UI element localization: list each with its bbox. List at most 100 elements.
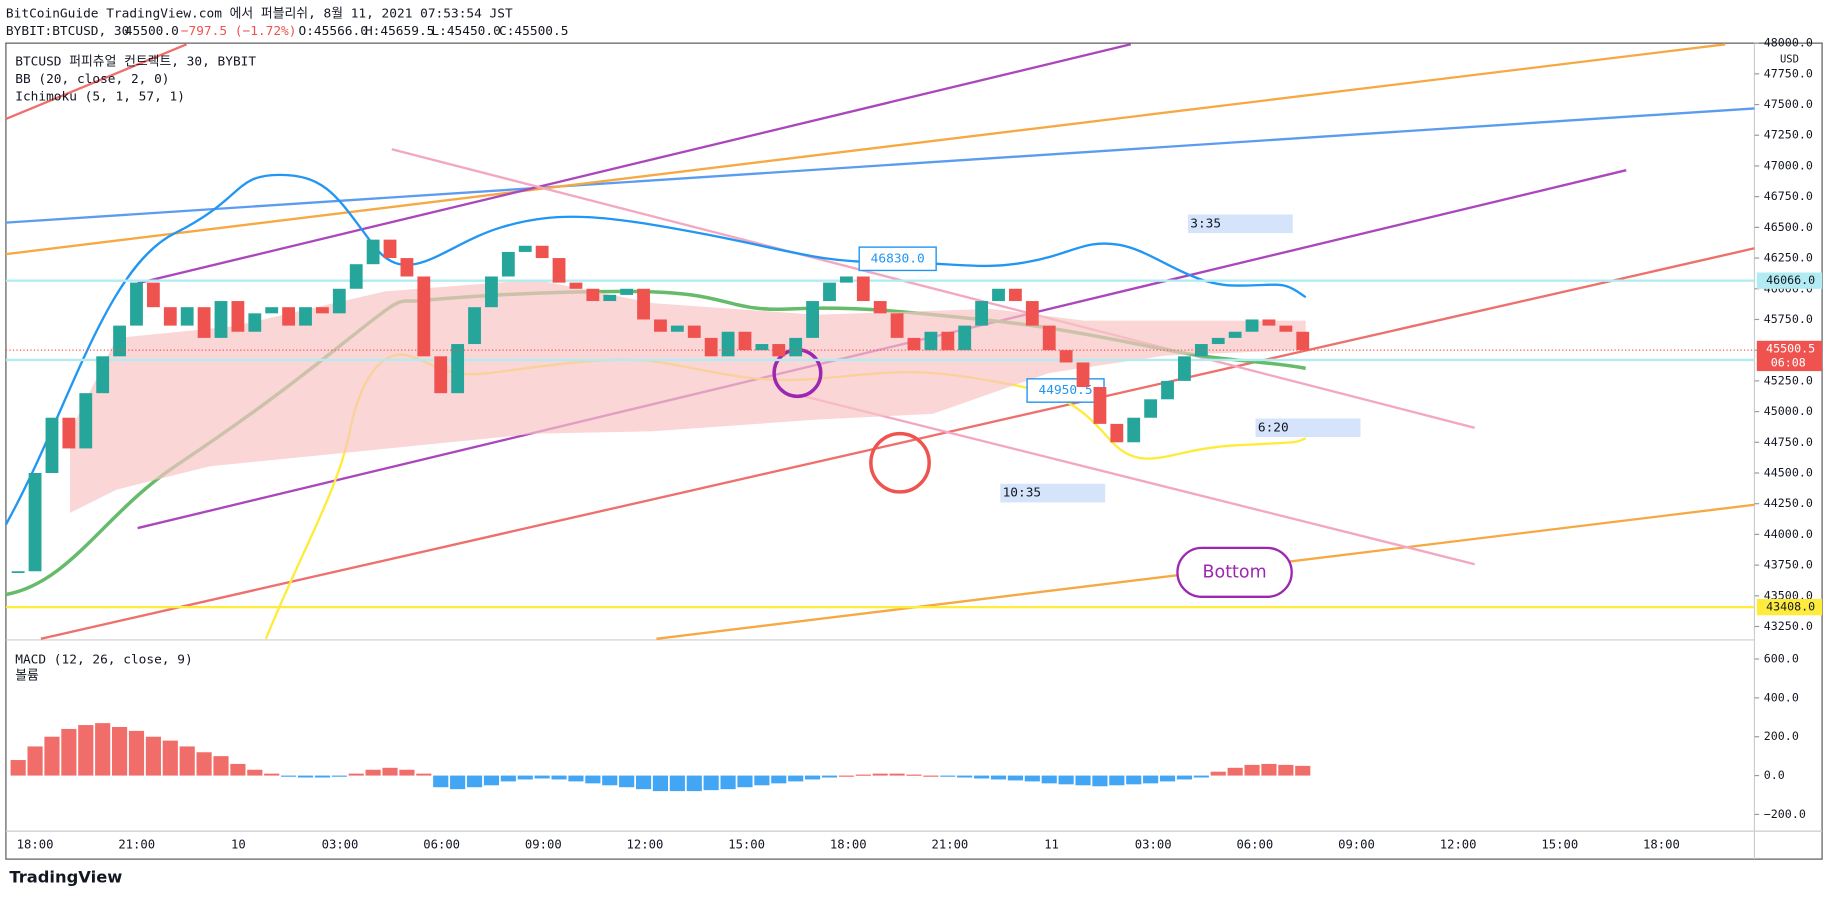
macd-bar bbox=[551, 775, 567, 780]
macd-bar bbox=[1075, 775, 1091, 786]
macd-bar bbox=[95, 723, 111, 776]
candle-body bbox=[1059, 350, 1073, 363]
candle-body bbox=[1262, 319, 1276, 326]
candle-body bbox=[248, 313, 262, 332]
candle-body bbox=[163, 307, 177, 326]
candle-body bbox=[890, 313, 904, 338]
candle-body bbox=[856, 276, 870, 302]
price-label-bg bbox=[1756, 598, 1823, 616]
candle-body bbox=[687, 325, 701, 338]
annotation: 3:35 bbox=[1190, 216, 1221, 231]
candle-body bbox=[1144, 399, 1158, 418]
macd-bar bbox=[1210, 771, 1226, 776]
candle-body bbox=[501, 251, 515, 277]
macd-bar bbox=[1024, 775, 1040, 782]
candle-body bbox=[789, 337, 803, 357]
publish-line: BitCoinGuide TradingView.com 에서 퍼블리쉬, 8월… bbox=[6, 6, 513, 21]
candle-body bbox=[400, 258, 414, 277]
callout bbox=[1176, 546, 1293, 599]
candle-body bbox=[975, 301, 989, 326]
currency: USD bbox=[1780, 53, 1799, 65]
label-box bbox=[1000, 483, 1106, 503]
candle-body bbox=[1279, 325, 1293, 332]
macd-bar bbox=[264, 773, 280, 776]
candle-body bbox=[332, 288, 346, 314]
candle-body bbox=[45, 417, 59, 473]
x-tick-label: 18:00 bbox=[1643, 838, 1680, 852]
y-tick-label: 44000.0 bbox=[1764, 527, 1813, 541]
candle-body bbox=[1025, 301, 1039, 326]
candle-body bbox=[1211, 337, 1225, 345]
x-tick-label: 21:00 bbox=[118, 838, 155, 852]
macd-bar bbox=[737, 775, 753, 788]
macd-bar bbox=[145, 736, 161, 776]
candle-body bbox=[1161, 380, 1174, 400]
candle-body bbox=[1245, 319, 1259, 332]
candle-body bbox=[79, 393, 93, 449]
y-tick-label: 47000.0 bbox=[1764, 158, 1813, 172]
macd-bar bbox=[27, 746, 43, 776]
macd-bar bbox=[162, 740, 178, 776]
macd-bar bbox=[669, 775, 685, 792]
x-tick-label: 15:00 bbox=[1541, 838, 1578, 852]
macd-bar bbox=[703, 775, 719, 791]
macd-bar bbox=[500, 775, 516, 782]
x-tick-label: 10 bbox=[231, 838, 246, 852]
candle-body bbox=[839, 276, 853, 283]
candle-body bbox=[485, 276, 498, 308]
macd-bar bbox=[483, 775, 500, 786]
candle-body bbox=[11, 571, 25, 573]
macd-bar bbox=[940, 775, 956, 777]
y-tick-label: 44500.0 bbox=[1764, 465, 1813, 479]
annotation: 10:35 bbox=[1003, 486, 1042, 501]
macd-bar bbox=[635, 775, 652, 790]
last: 45500.0 bbox=[125, 24, 179, 39]
candle-body bbox=[620, 288, 634, 295]
candle-body bbox=[366, 239, 380, 265]
annotation: 46830.0 bbox=[871, 251, 925, 266]
macd-bar bbox=[652, 775, 669, 792]
candle-body bbox=[552, 258, 566, 283]
legend: MACD (12, 26, close, 9) bbox=[15, 652, 192, 667]
candle-body bbox=[670, 325, 684, 332]
candle-body bbox=[197, 307, 211, 338]
price-label-bg bbox=[1756, 272, 1823, 289]
callout bbox=[858, 246, 937, 272]
price-label: 43408.0 bbox=[1766, 600, 1815, 614]
trendline bbox=[5, 107, 1755, 224]
y-tick-label: 200.0 bbox=[1764, 729, 1799, 743]
candle-body bbox=[214, 301, 228, 338]
legend: BB (20, close, 2, 0) bbox=[15, 72, 169, 87]
x-tick-label: 11 bbox=[1044, 838, 1059, 852]
candle-body bbox=[637, 288, 650, 320]
candle-body bbox=[586, 288, 600, 302]
symbol: BYBIT:BTCUSD, 30 bbox=[6, 24, 129, 39]
macd-bar bbox=[974, 775, 990, 779]
candle-body bbox=[1296, 331, 1310, 351]
y-tick-label: 46250.0 bbox=[1764, 251, 1813, 265]
macd-bar bbox=[281, 775, 297, 777]
macd-bar bbox=[179, 746, 195, 776]
macd-bar bbox=[10, 760, 26, 776]
y-tick-label: 48000.0 bbox=[1764, 36, 1813, 50]
label-box bbox=[1187, 214, 1293, 234]
candle-body bbox=[1093, 387, 1107, 424]
macd-bar bbox=[44, 736, 60, 776]
macd-bar bbox=[297, 775, 314, 778]
macd-bar bbox=[399, 769, 415, 776]
macd-bar bbox=[1244, 764, 1260, 776]
candle-body bbox=[146, 282, 160, 308]
candle-body bbox=[1076, 362, 1090, 388]
candle-body bbox=[1178, 356, 1191, 381]
macd-bar bbox=[686, 775, 702, 792]
macd-bar bbox=[61, 728, 77, 776]
trendline bbox=[804, 395, 1475, 566]
macd-bar bbox=[450, 775, 466, 790]
y-tick-label: 44750.0 bbox=[1764, 435, 1813, 449]
macd-bar bbox=[990, 775, 1007, 780]
x-tick-label: 18:00 bbox=[830, 838, 867, 852]
candle-body bbox=[823, 282, 836, 302]
candle-body bbox=[130, 282, 143, 326]
candle-body bbox=[806, 301, 819, 338]
candle-body bbox=[383, 239, 397, 259]
